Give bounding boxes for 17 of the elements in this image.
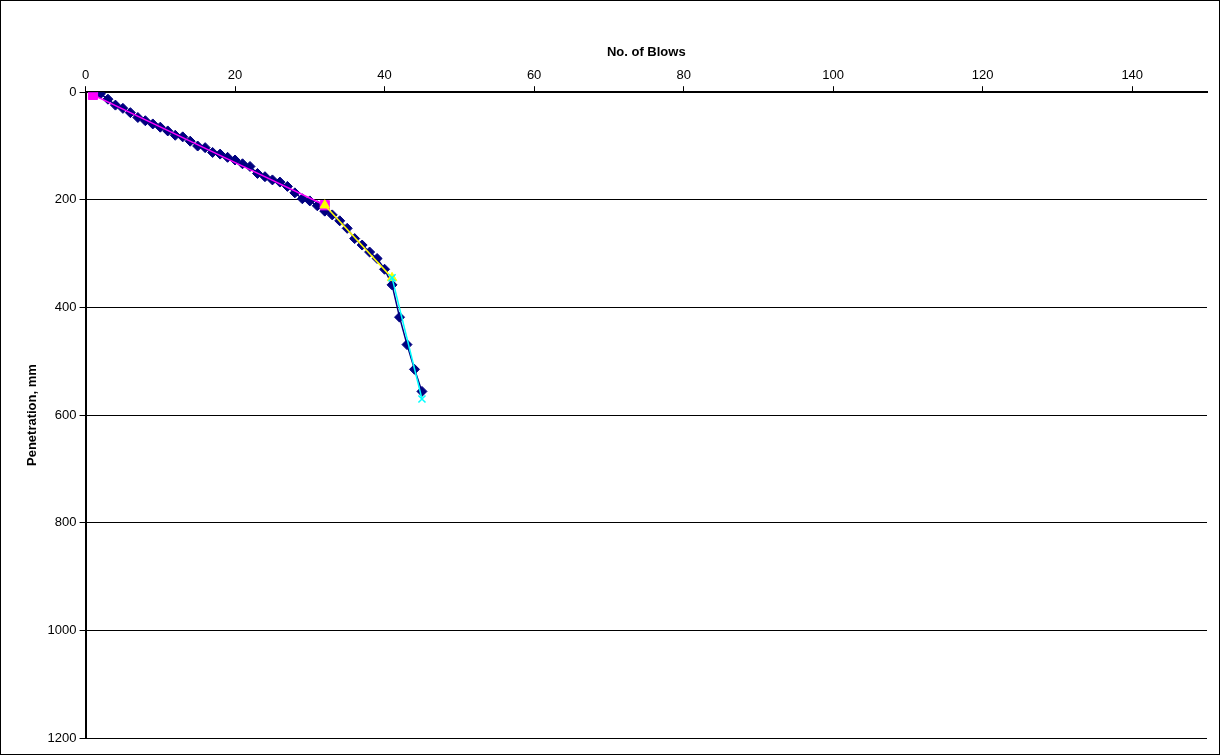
y-tick-label: 1200 [47,729,77,745]
x-tick-label: 40 [377,66,392,82]
y-tick-label: 1000 [47,621,77,637]
x-tick-label: 80 [676,66,691,82]
x-axis-title: No. of Blows [606,44,686,60]
x-tick-label: 120 [971,66,994,82]
x-tick-label: 100 [822,66,845,82]
x-tick-label: 20 [227,66,243,82]
y-tick-label: 400 [54,299,77,315]
y-tick-label: 600 [54,406,77,422]
y-tick-label: 0 [69,83,77,99]
y-axis-title: Penetration, mm [24,364,40,467]
x-tick-label: 140 [1121,66,1144,82]
x-tick-label: 0 [81,66,90,82]
y-tick-label: 200 [54,191,77,207]
x-tick-label: 60 [526,66,542,82]
y-tick-label: 800 [54,514,77,530]
